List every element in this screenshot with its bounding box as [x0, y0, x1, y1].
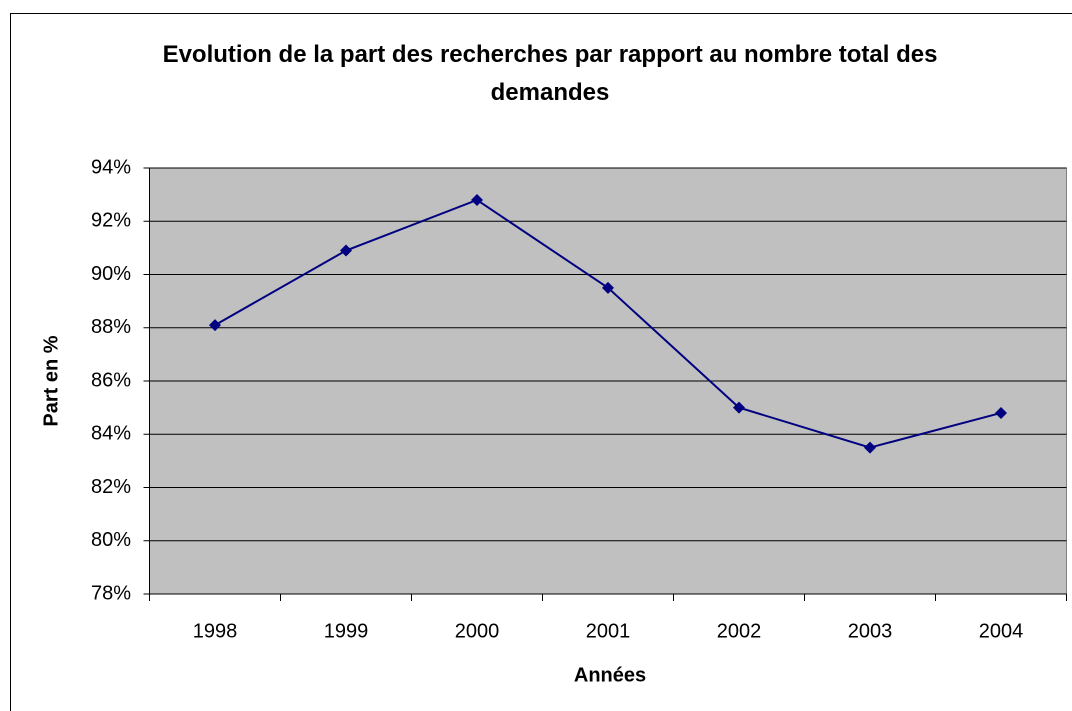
x-tick-label: 2003: [848, 620, 893, 642]
x-tick-label: 1998: [193, 620, 238, 642]
y-tick-label: 86%: [91, 369, 131, 391]
data-point: [471, 193, 483, 206]
y-tick-label: 84%: [91, 423, 131, 445]
x-tick-label: 2001: [586, 620, 631, 642]
y-tick-label: 90%: [91, 263, 131, 285]
data-point: [602, 281, 614, 294]
data-point: [995, 406, 1007, 419]
x-axis-label: Années: [574, 664, 646, 686]
chart-border: [10, 13, 1072, 711]
x-tick-label: 2004: [979, 620, 1024, 642]
data-point: [864, 441, 876, 454]
x-tick-label: 1999: [324, 620, 369, 642]
y-axis-label: Part en %: [40, 335, 62, 426]
y-tick-label: 82%: [91, 476, 131, 498]
data-point: [209, 319, 221, 332]
x-tick-label: 2002: [717, 620, 762, 642]
x-tick-label: 2000: [455, 620, 500, 642]
y-tick-label: 88%: [91, 316, 131, 338]
data-point: [340, 244, 352, 257]
data-point: [733, 401, 745, 414]
chart-title: Evolution de la part des recherches par …: [162, 41, 938, 106]
y-tick-label: 78%: [91, 582, 131, 604]
y-tick-label: 94%: [91, 156, 131, 178]
y-tick-label: 92%: [91, 210, 131, 232]
y-tick-label: 80%: [91, 529, 131, 551]
